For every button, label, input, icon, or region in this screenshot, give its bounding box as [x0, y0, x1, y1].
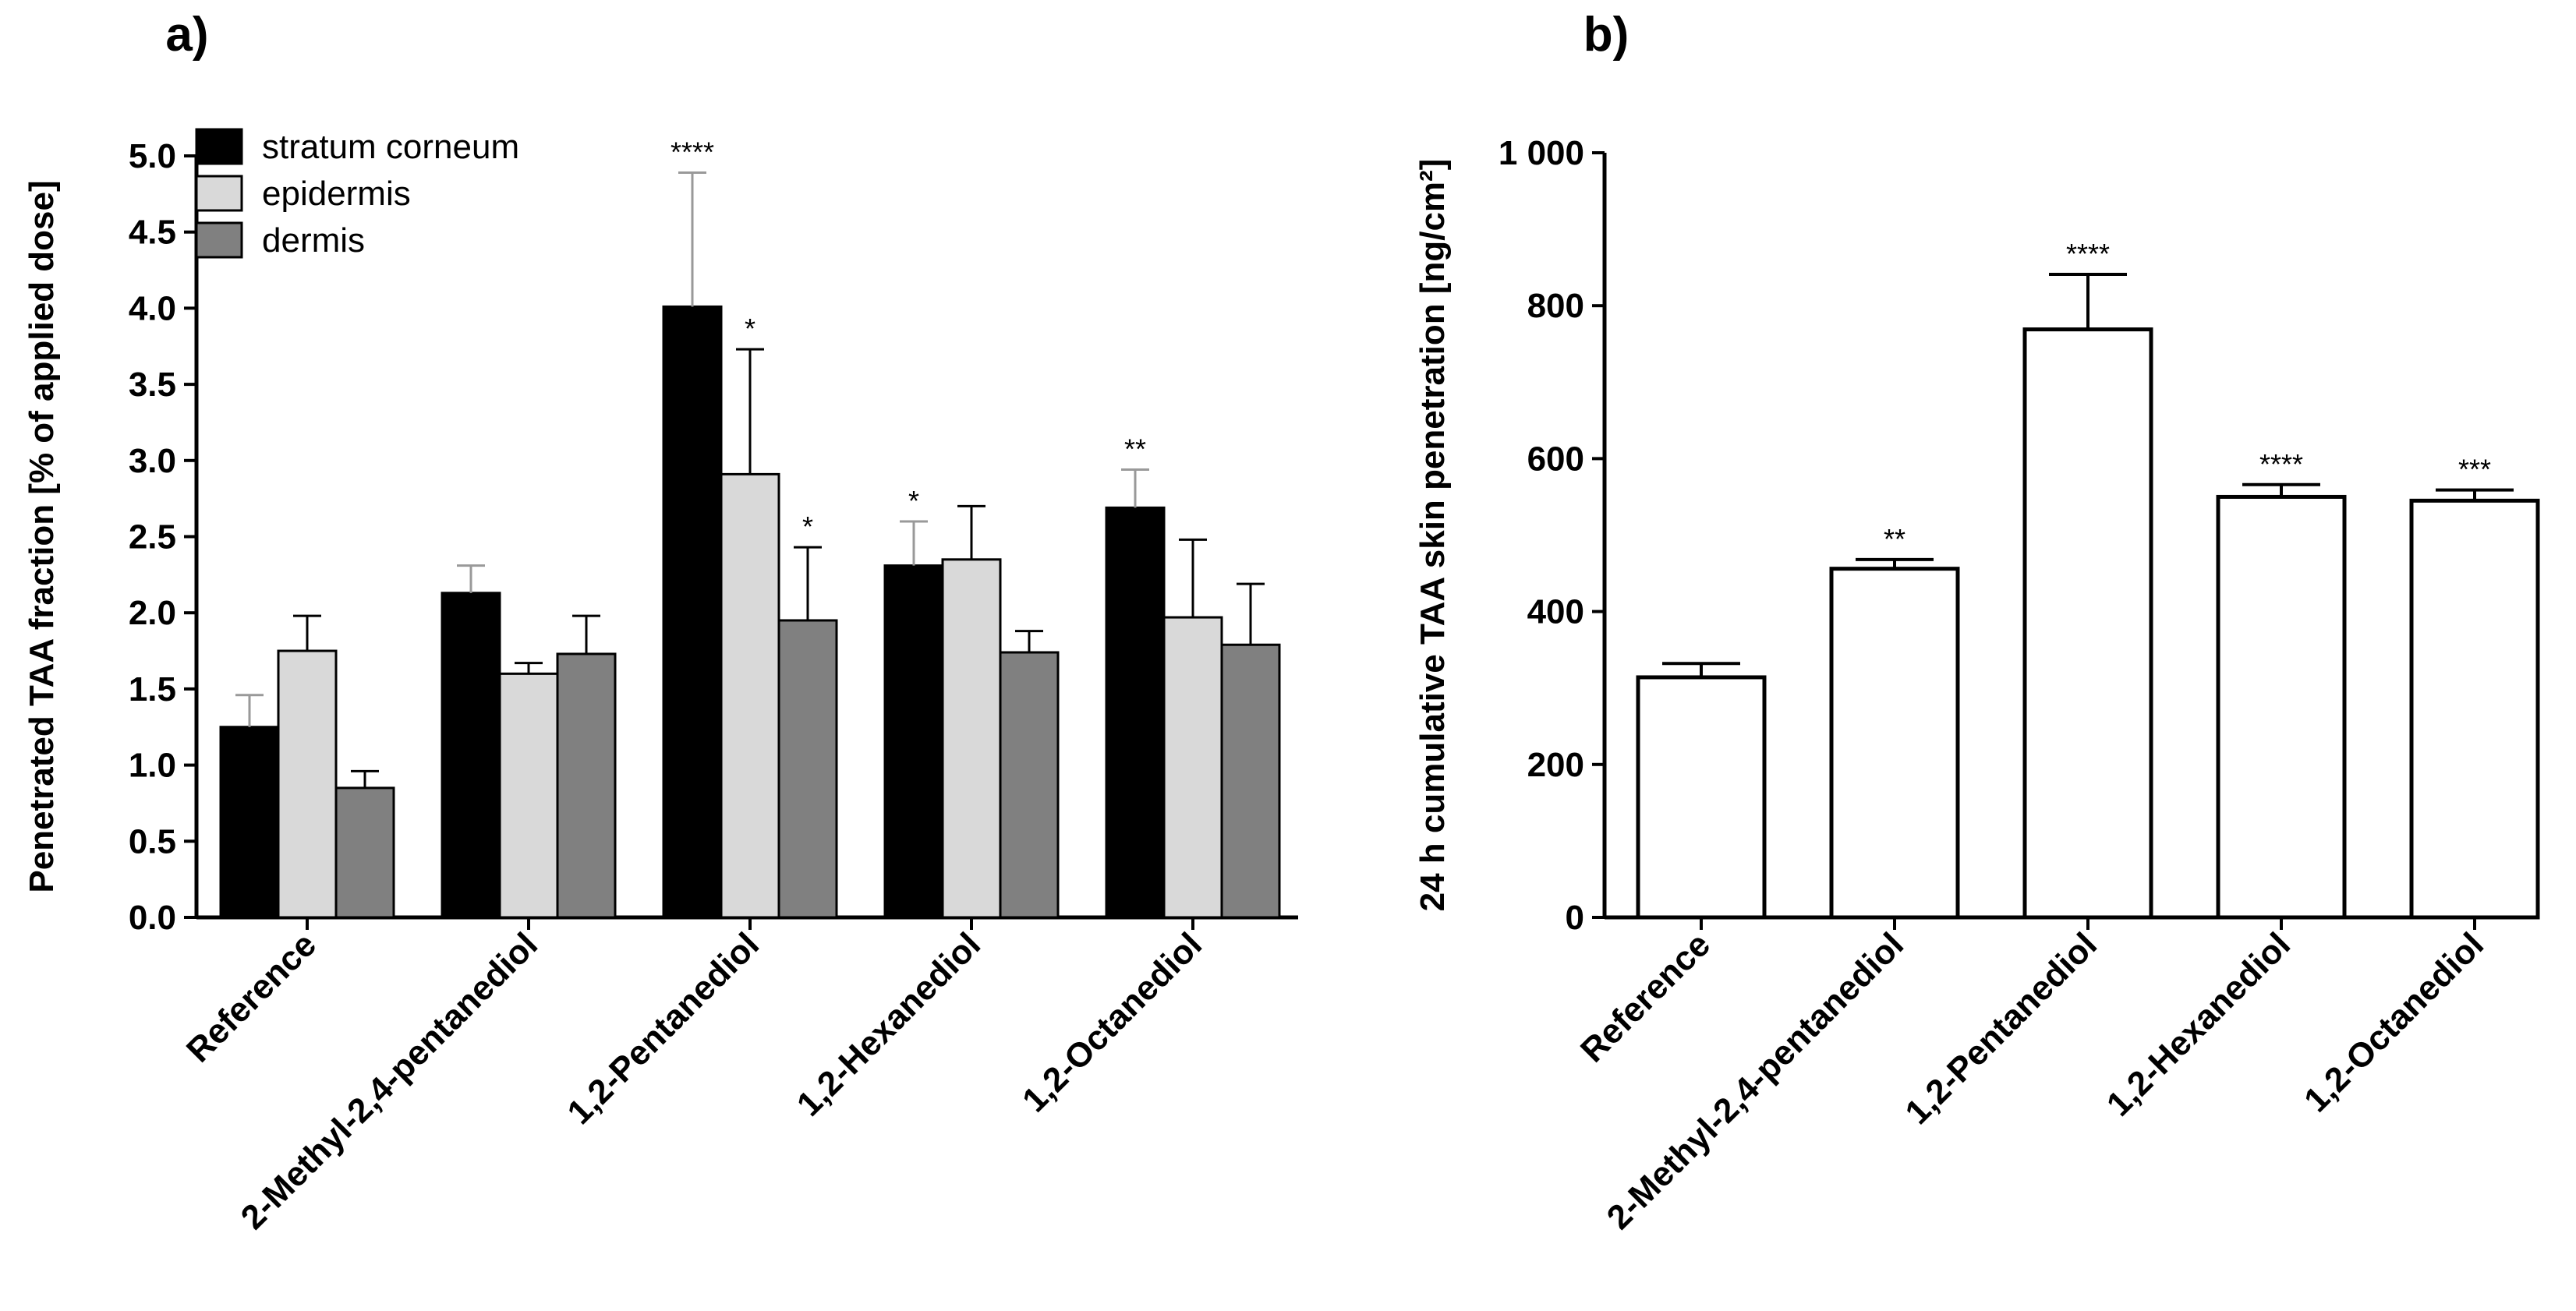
y-tick-label: 3.5 — [129, 366, 176, 404]
y-tick-label: 800 — [1527, 287, 1584, 325]
significance-one-star: * — [802, 511, 813, 542]
y-tick-label: 4.0 — [129, 289, 176, 327]
y-tick-label: 1.0 — [129, 747, 176, 785]
bar-stratum-corneum-0 — [219, 726, 280, 919]
significance-four-star: **** — [2066, 238, 2110, 270]
significance-four-star: **** — [671, 136, 714, 168]
bar-cumulative-4 — [2409, 498, 2540, 920]
y-tick-label: 3.0 — [129, 442, 176, 480]
bar-epidermis-1 — [498, 672, 559, 919]
y-tick-label: 2.0 — [129, 594, 176, 632]
y-tick-label: 1.5 — [129, 670, 176, 709]
bar-dermis-2 — [777, 619, 838, 919]
x-tick-label: Reference — [1573, 925, 1718, 1069]
legend: stratum corneum epidermis dermis — [195, 128, 519, 260]
panel-label: b) — [1583, 8, 1629, 62]
x-tick-label: 1,2-Hexanediol — [2100, 925, 2298, 1123]
bar-cumulative-3 — [2216, 494, 2347, 920]
bar-dermis-1 — [556, 652, 617, 919]
significance-two-star: ** — [1124, 433, 1146, 465]
y-axis-title: 24 h cumulative TAA skin penetration [ng… — [1414, 159, 1452, 912]
bar-dermis-4 — [1220, 643, 1281, 919]
bar-cumulative-0 — [1636, 675, 1767, 920]
legend-swatch — [195, 221, 243, 259]
y-tick-label: 200 — [1527, 746, 1584, 784]
legend-label: dermis — [262, 221, 365, 260]
x-tick-label: 1,2-Octanediol — [1015, 925, 1209, 1119]
y-tick-label: 2.5 — [129, 518, 176, 557]
chart-panel-b: b) 0 200 400 600 800 1 000 24 h cumulative TAA … — [1414, 8, 2540, 1237]
significance-three-star: *** — [2458, 454, 2491, 486]
bar-dermis-0 — [334, 786, 395, 919]
y-tick-label: 4.5 — [129, 214, 176, 252]
bar-cumulative-2 — [2022, 327, 2153, 920]
y-tick-label: 5.0 — [129, 137, 176, 175]
y-tick-label: 0 — [1566, 899, 1584, 937]
y-tick-label: 0.5 — [129, 822, 176, 860]
bar-dermis-3 — [999, 651, 1060, 919]
y-tick-label: 1 000 — [1499, 134, 1584, 172]
bar-stratum-corneum-1 — [441, 592, 501, 919]
y-tick-label: 600 — [1527, 440, 1584, 478]
bar-epidermis-3 — [941, 558, 1002, 919]
legend-label: stratum corneum — [262, 128, 519, 166]
y-tick-label: 400 — [1527, 593, 1584, 631]
significance-two-star: ** — [1884, 523, 1905, 555]
bar-epidermis-4 — [1162, 616, 1223, 919]
bar-epidermis-2 — [720, 472, 780, 919]
x-tick-label: 1,2-Octanediol — [2297, 925, 2491, 1119]
significance-one-star: * — [908, 485, 919, 517]
y-axis-title: Penetrated TAA fraction [% of applied do… — [23, 180, 61, 892]
legend-label: epidermis — [262, 175, 411, 213]
bar-epidermis-0 — [277, 649, 338, 919]
legend-swatch — [195, 128, 243, 165]
y-tick-label: 0.0 — [129, 899, 176, 937]
x-tick-label: 1,2-Hexanediol — [790, 925, 988, 1123]
x-tick-label: 1,2-Pentanediol — [560, 925, 766, 1132]
bar-stratum-corneum-4 — [1105, 506, 1166, 919]
bar-cumulative-1 — [1829, 567, 1960, 920]
panel-label: a) — [165, 8, 208, 62]
legend-swatch — [195, 175, 243, 212]
bar-stratum-corneum-3 — [883, 564, 944, 919]
x-tick-label: 1,2-Pentanediol — [1898, 925, 2104, 1132]
chart-panel-a: a) 0.0 0.5 1.0 1.5 2.0 2.5 3.0 3.5 4.0 4.5 5.0 Penet… — [23, 8, 1298, 1237]
significance-one-star: * — [745, 313, 755, 345]
bar-stratum-corneum-2 — [662, 305, 723, 919]
x-tick-label: Reference — [179, 925, 324, 1069]
significance-four-star: **** — [2259, 448, 2303, 480]
